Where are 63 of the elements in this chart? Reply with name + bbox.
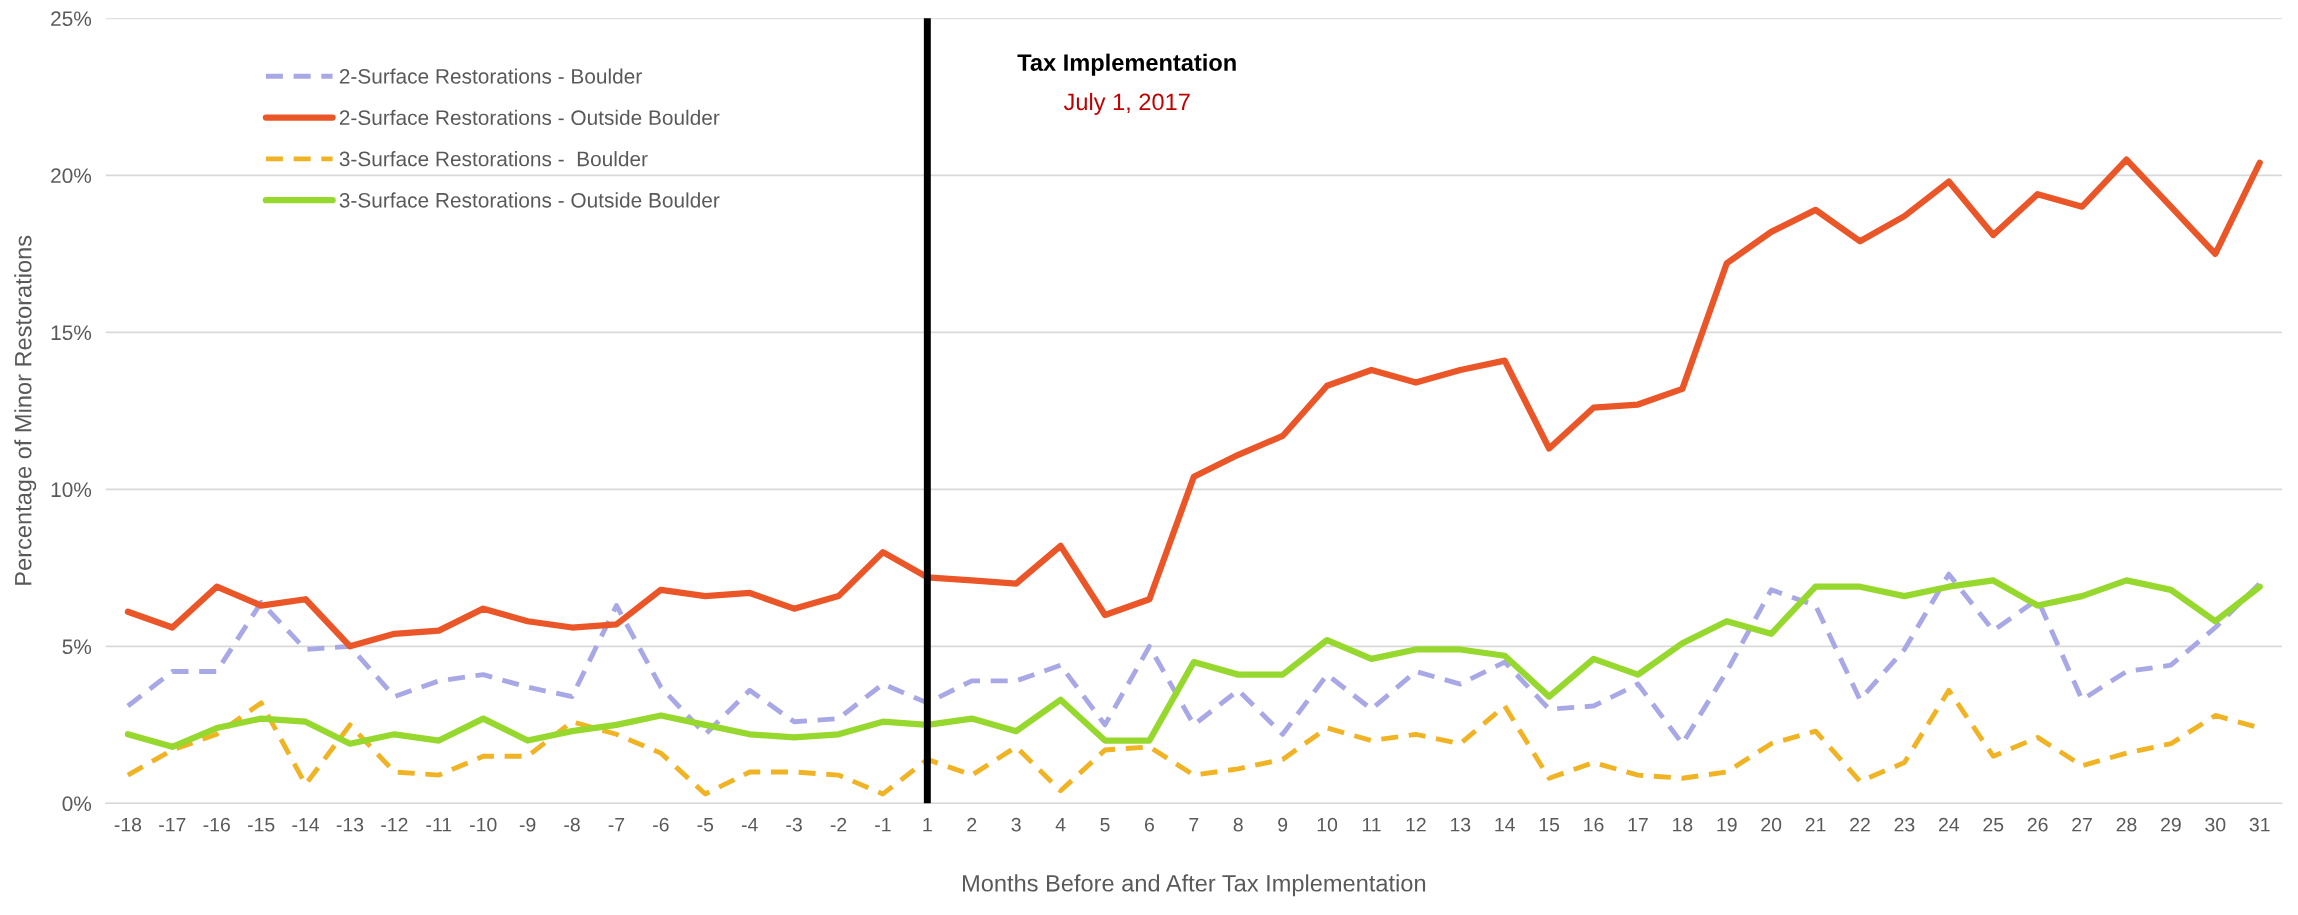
y-tick-label: 25%: [51, 11, 92, 27]
x-tick-label: -7: [608, 817, 625, 832]
x-tick-label: 21: [1805, 817, 1826, 832]
x-tick-label: 1: [923, 817, 932, 832]
x-tick-label: -3: [786, 817, 802, 832]
x-tick-label: 24: [1938, 817, 1960, 832]
legend-label: 2-Surface Restorations - Boulder: [339, 68, 642, 84]
x-tick-label: -2: [830, 817, 847, 832]
x-tick-label: 14: [1495, 817, 1515, 832]
x-tick-label: 28: [2116, 817, 2137, 832]
x-axis-title: Months Before and After Tax Implementation: [963, 874, 1426, 897]
x-tick-label: 23: [1894, 817, 1915, 832]
x-tick-label: 3: [1011, 817, 1021, 832]
y-tick-label: 20%: [51, 168, 92, 184]
x-tick-label: 9: [1278, 817, 1288, 832]
legend-label: 3-Surface Restorations - Boulder: [339, 151, 648, 167]
y-tick-label: 15%: [51, 325, 92, 341]
x-tick-label: 26: [2027, 817, 2048, 832]
x-tick-label: -15: [247, 817, 275, 832]
x-tick-label: 6: [1144, 817, 1154, 832]
x-tick-label: 31: [2249, 817, 2270, 832]
x-tick-label: -4: [741, 817, 758, 832]
x-tick-label: 16: [1584, 817, 1604, 832]
x-tick-label: 5: [1100, 817, 1110, 832]
x-tick-label: 17: [1628, 817, 1648, 832]
x-tick-label: 15: [1539, 817, 1560, 832]
x-tick-label: -10: [470, 817, 497, 832]
x-tick-label: 11: [1362, 817, 1381, 832]
x-tick-label: 4: [1055, 817, 1066, 832]
y-tick-label: 5%: [62, 639, 92, 655]
x-tick-label: -9: [519, 817, 536, 832]
x-tick-label: 10: [1317, 817, 1338, 832]
x-tick-label: -12: [381, 817, 408, 832]
x-tick-label: 25: [1983, 817, 2004, 832]
x-tick-label: 8: [1233, 817, 1243, 832]
x-tick-label: -14: [292, 817, 320, 832]
y-axis-title: Percentage of Minor Restorations: [14, 235, 37, 585]
x-tick-label: 22: [1850, 817, 1870, 832]
annotation: Tax Implementation: [1017, 53, 1236, 76]
x-tick-label: 29: [2161, 817, 2181, 832]
y-tick-label: 10%: [51, 482, 92, 498]
legend-label: 3-Surface Restorations - Outside Boulder: [339, 192, 720, 208]
x-tick-label: -8: [564, 817, 580, 832]
x-tick-label: 27: [2072, 817, 2092, 832]
x-tick-label: -16: [203, 817, 230, 832]
x-tick-label: -11: [426, 817, 452, 832]
x-tick-label: -1: [875, 817, 891, 832]
x-tick-label: 30: [2205, 817, 2226, 832]
x-tick-label: 7: [1189, 817, 1199, 832]
x-tick-label: -6: [653, 817, 669, 832]
x-tick-label: 13: [1450, 817, 1471, 832]
x-tick-label: 20: [1761, 817, 1782, 832]
x-tick-label: -17: [159, 817, 186, 832]
x-tick-label: 12: [1406, 817, 1426, 832]
x-tick-label: -18: [114, 817, 142, 832]
y-tick-label: 0%: [62, 796, 92, 812]
legend-label: 2-Surface Restorations - Outside Boulder: [339, 109, 720, 126]
x-tick-label: 19: [1717, 817, 1737, 832]
x-tick-label: 18: [1673, 817, 1693, 832]
annotation: July 1, 2017: [1063, 92, 1190, 115]
x-tick-label: -5: [697, 817, 714, 832]
x-tick-label: 2: [967, 817, 977, 832]
x-tick-label: -13: [336, 817, 364, 832]
